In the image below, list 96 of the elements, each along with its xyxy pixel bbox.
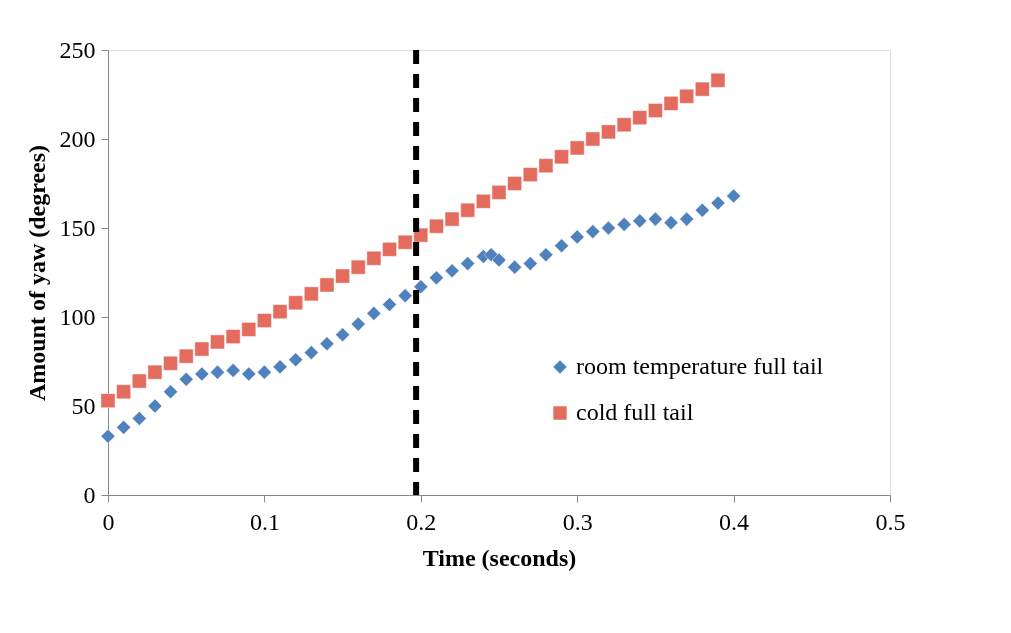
point <box>491 252 507 268</box>
point <box>178 371 194 387</box>
point <box>382 242 397 257</box>
point <box>304 286 319 302</box>
point <box>632 110 648 125</box>
point <box>131 373 147 389</box>
point <box>225 329 241 344</box>
point <box>601 124 616 140</box>
x-tick-label: 0.5 <box>875 508 906 535</box>
point <box>663 96 679 111</box>
point <box>304 345 319 360</box>
point <box>288 352 303 368</box>
point <box>585 224 601 239</box>
point <box>210 364 225 380</box>
point <box>210 334 225 350</box>
point <box>648 103 663 118</box>
point <box>241 366 257 382</box>
point <box>616 117 632 133</box>
point <box>272 359 288 375</box>
point <box>632 213 648 229</box>
y-tick-label: 200 <box>59 125 96 152</box>
point <box>382 297 397 312</box>
point <box>695 202 710 218</box>
point <box>522 167 538 182</box>
point <box>522 256 538 271</box>
point <box>413 279 429 295</box>
point <box>335 268 350 284</box>
point <box>272 304 288 319</box>
point <box>429 218 444 234</box>
point <box>350 316 366 332</box>
point <box>507 259 522 275</box>
point <box>163 384 178 400</box>
point <box>257 313 272 328</box>
point <box>397 288 413 303</box>
point <box>147 398 163 414</box>
point <box>460 256 476 271</box>
point <box>131 411 147 426</box>
legend-label: room temperature full tail <box>576 353 824 379</box>
point <box>366 306 382 321</box>
point <box>648 211 663 227</box>
point <box>710 195 726 211</box>
point <box>319 277 335 293</box>
point <box>116 420 131 435</box>
point <box>288 295 303 311</box>
point <box>460 202 476 218</box>
point <box>225 363 241 378</box>
point <box>483 247 499 263</box>
x-tick-label: 0.1 <box>249 508 280 535</box>
point <box>444 263 460 279</box>
y-axis-title: Amount of yaw (degrees) <box>23 144 50 402</box>
point <box>507 176 522 191</box>
point <box>194 366 210 382</box>
point <box>100 393 116 408</box>
point <box>616 217 632 232</box>
point <box>554 238 569 254</box>
point <box>319 336 335 352</box>
point <box>726 188 741 204</box>
point <box>100 428 116 444</box>
point <box>116 384 131 400</box>
x-tick-label: 0.2 <box>406 508 437 535</box>
point <box>569 229 585 245</box>
x-axis-title: Time (seconds) <box>422 544 577 571</box>
point <box>554 149 569 165</box>
y-tick-label: 100 <box>59 303 96 330</box>
point <box>679 211 694 227</box>
point <box>476 193 491 209</box>
x-tick-label: 0.4 <box>719 508 750 535</box>
point <box>241 322 257 337</box>
point <box>257 364 272 380</box>
point <box>538 247 554 263</box>
point <box>585 131 601 147</box>
x-tick-label: 0 <box>102 508 115 535</box>
point <box>335 327 350 343</box>
x-tick-label: 0.3 <box>562 508 593 535</box>
point <box>695 81 710 97</box>
y-tick-label: 50 <box>71 392 96 419</box>
point <box>601 220 616 236</box>
point <box>178 348 194 364</box>
point <box>491 185 507 200</box>
point <box>397 234 413 250</box>
point <box>163 355 178 371</box>
point <box>366 250 382 266</box>
point <box>710 72 726 88</box>
point <box>429 270 444 286</box>
point <box>194 341 210 357</box>
point <box>350 259 366 275</box>
point <box>663 215 679 230</box>
y-tick-label: 250 <box>59 36 96 63</box>
point <box>679 88 694 104</box>
point <box>569 140 585 156</box>
y-tick-label: 0 <box>83 481 96 508</box>
point <box>444 211 460 227</box>
legend-label: cold full tail <box>576 399 694 425</box>
y-tick-label: 150 <box>59 214 96 241</box>
point <box>147 364 163 380</box>
point <box>538 158 554 174</box>
